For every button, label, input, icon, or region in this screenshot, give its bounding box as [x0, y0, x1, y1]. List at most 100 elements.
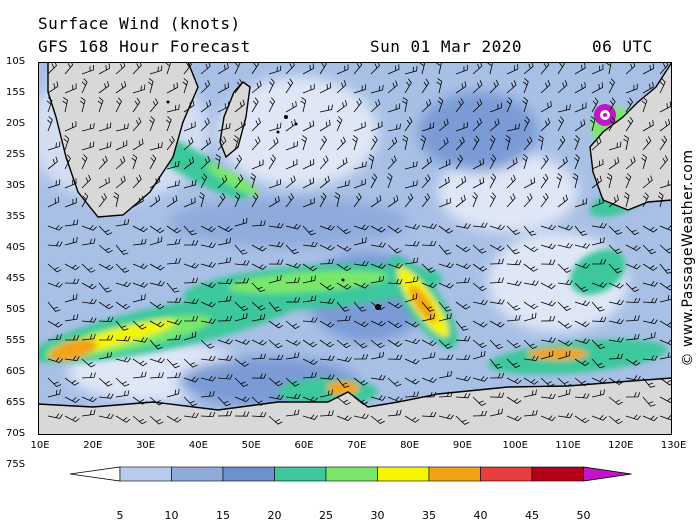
- wind-barb: [404, 193, 414, 208]
- wind-barb: [115, 281, 131, 288]
- wind-barb: [472, 158, 485, 170]
- wind-barb: [557, 320, 573, 329]
- wind-barb: [353, 260, 369, 267]
- wind-barb: [234, 154, 243, 170]
- wind-barb: [608, 141, 622, 151]
- wind-barb: [370, 351, 385, 360]
- wind-barb: [149, 339, 163, 350]
- wind-barb: [47, 224, 63, 231]
- wind-barb: [200, 99, 212, 113]
- wind-barb: [421, 352, 436, 360]
- wind-barb: [642, 120, 654, 132]
- wind-barb: [132, 174, 142, 189]
- wind-barb: [115, 81, 127, 94]
- colorbar-tick-label: 15: [216, 509, 230, 522]
- wind-barb: [472, 396, 487, 406]
- wind-barb: [217, 101, 230, 113]
- wind-barb: [64, 62, 74, 75]
- wind-barb: [251, 339, 267, 346]
- latitude-label: 75S: [6, 459, 26, 470]
- wind-barb: [370, 415, 385, 424]
- wind-barb: [64, 293, 78, 303]
- wind-barb: [302, 120, 315, 132]
- wind-barb: [659, 101, 672, 113]
- wind-barb: [574, 135, 580, 151]
- wind-barb: [489, 102, 502, 113]
- wind-barb: [251, 62, 260, 75]
- wind-barb: [250, 173, 256, 189]
- wind-barb: [557, 412, 573, 419]
- wind-barb: [540, 282, 556, 290]
- wind-barb: [166, 225, 182, 234]
- wind-barb: [251, 159, 264, 170]
- wind-barb: [353, 161, 367, 170]
- wind-barb: [98, 177, 110, 189]
- wind-barb: [234, 244, 248, 255]
- wind-barb: [200, 411, 216, 418]
- wind-barb: [285, 119, 297, 132]
- wind-barb: [387, 103, 401, 113]
- wind-barb: [455, 81, 467, 94]
- wind-barb: [268, 339, 283, 349]
- wind-barb: [540, 118, 551, 132]
- wind-barb: [505, 135, 511, 151]
- wind-barb: [336, 244, 352, 252]
- wind-barb: [353, 320, 369, 328]
- wind-barb: [183, 156, 195, 170]
- wind-barb: [113, 192, 119, 208]
- wind-barb: [557, 242, 573, 249]
- antarctica: [38, 377, 672, 435]
- wind-barb: [506, 259, 522, 266]
- wind-barb: [589, 116, 596, 132]
- wind-barb: [132, 415, 147, 425]
- wind-barb: [285, 244, 299, 255]
- wind-barb: [523, 62, 534, 75]
- wind-barb: [404, 180, 418, 189]
- wind-barb: [659, 263, 672, 274]
- wind-barb: [115, 390, 130, 398]
- wind-barb: [472, 282, 487, 292]
- wind-barb: [625, 358, 641, 366]
- wind-barb: [506, 244, 520, 255]
- wind-barb: [183, 298, 199, 305]
- wind-barb: [166, 319, 182, 325]
- wind-barb: [455, 194, 466, 208]
- wind-barb: [370, 320, 386, 327]
- wind-barb: [353, 377, 369, 386]
- wind-barb: [98, 393, 114, 399]
- wind-barb: [98, 316, 114, 323]
- wind-barb: [319, 320, 335, 328]
- wind-barb: [217, 396, 231, 407]
- wind-barb: [200, 117, 210, 132]
- wind-barb: [336, 377, 350, 388]
- colorbar-tick-label: 5: [116, 509, 124, 522]
- wind-barb: [540, 224, 556, 231]
- wind-barb: [47, 141, 61, 151]
- wind-barb: [387, 301, 403, 309]
- wind-barb: [132, 337, 148, 343]
- wind-barb: [302, 241, 318, 248]
- wind-barb: [251, 244, 267, 252]
- wind-barb: [370, 135, 378, 151]
- wind-barb: [404, 241, 420, 247]
- colorbar-segment: [480, 466, 533, 482]
- madagascar: [219, 81, 251, 159]
- wind-barb: [557, 279, 573, 286]
- wind-barb: [234, 174, 244, 189]
- wind-barb: [642, 63, 655, 75]
- wind-barb: [506, 280, 522, 286]
- wind-barb: [81, 154, 88, 170]
- longitude-label: 120E: [608, 440, 634, 451]
- wind-barb: [132, 225, 148, 233]
- wind-barb: [455, 64, 468, 75]
- wind-barb: [285, 277, 300, 284]
- wind-barb: [183, 331, 197, 341]
- wind-barb: [557, 224, 573, 231]
- wind-barb: [319, 374, 335, 380]
- wind-barb: [625, 392, 641, 398]
- wind-barb: [217, 136, 227, 151]
- wind-barb: [557, 156, 568, 170]
- wind-barb: [64, 197, 77, 208]
- latitude-label: 50S: [6, 304, 26, 315]
- wind-barb: [47, 377, 62, 387]
